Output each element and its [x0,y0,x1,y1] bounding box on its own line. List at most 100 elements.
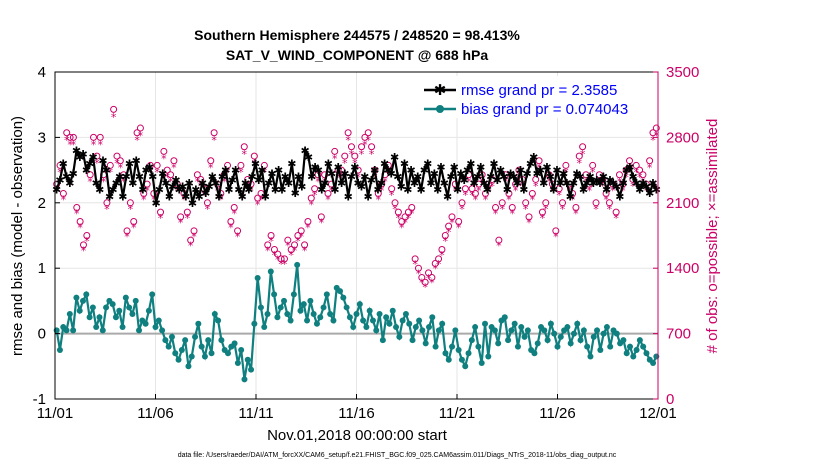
obs-assimilated-point: * [158,212,164,225]
bias-point [432,343,439,350]
obs-possible-point [331,147,339,155]
bias-point [458,356,465,363]
obs-assimilated-point: * [550,185,556,198]
bias-point [185,363,192,370]
rmse-point: ✱ [486,171,495,184]
obs-assimilated-point: * [77,221,83,234]
obs-possible-point [69,133,77,141]
obs-possible-point [264,241,272,249]
obs-assimilated-point: * [493,208,499,221]
chart-title: Southern Hemisphere 244575 / 248520 = 98… [194,27,520,43]
bias-point [356,301,363,308]
rmse-point: ✱ [595,177,604,190]
obs-assimilated-point: * [164,171,170,184]
rmse-point: ✱ [426,177,435,190]
obs-assimilated-point: * [248,185,254,198]
obs-assimilated-point: * [362,139,368,152]
rmse-point: ✱ [622,164,631,177]
obs-possible-point [237,161,245,169]
rmse-point: ✱ [423,158,432,171]
bias-point [564,324,571,331]
rmse-point: ✱ [112,177,121,190]
rmse-point: ✱ [98,154,107,167]
bias-point [224,350,231,357]
rmse-point: ✱ [334,161,343,174]
bias-point [89,304,96,311]
obs-possible-point [260,161,268,169]
obs-possible-point [294,232,302,239]
obs-assimilated-point: * [540,212,546,225]
rmse-point: ✱ [416,184,425,197]
legend-rmse-label: rmse grand pr = 2.3585 [461,82,617,99]
y-axis-right-label: # of obs: o=possible; ×=assimilated [704,119,721,354]
obs-assimilated-point: * [108,166,114,179]
obs-assimilated-point: * [185,212,191,225]
rmse-point: ✱ [350,161,359,174]
bias-point [284,310,291,317]
obs-possible-point [153,161,161,169]
bias-point [340,294,347,301]
obs-assimilated-point: * [121,175,127,188]
x-tick-label: 11/11 [238,405,273,422]
obs-assimilated-point: * [476,185,482,198]
bias-point [238,346,245,353]
x-axis-label: Nov.01,2018 00:00:00 start [267,427,448,444]
obs-possible-point [270,246,278,254]
obs-assimilated-point: * [292,244,298,257]
rmse-point: ✱ [470,177,479,190]
bias-point [416,317,423,324]
obs-possible-point [388,185,396,193]
legend: ✱ rmse grand pr = 2.3585 bias grand pr =… [418,76,654,118]
rmse-point: ✱ [191,184,200,197]
bias-point [613,330,620,337]
rmse-point: ✱ [373,184,382,197]
obs-possible-point [110,105,118,113]
obs-possible-point [632,161,640,169]
bias-point [165,343,172,350]
bias-point [389,307,396,314]
obs-assimilated-point: * [345,134,351,147]
obs-possible-point [589,161,597,169]
obs-assimilated-point: * [114,157,120,170]
bias-point [297,307,304,314]
obs-possible-point [461,185,469,193]
obs-assimilated-point: * [228,221,234,234]
bias-point [577,337,584,344]
bias-point [369,317,376,324]
obs-assimilated-point: * [647,162,653,175]
obs-possible-point [307,194,315,202]
rmse-point: ✱ [105,190,114,203]
rmse-point: ✱ [460,174,469,187]
obs-possible-point [582,171,590,179]
rmse-point: ✱ [138,184,147,197]
obs-assimilated-point: * [556,189,562,202]
x-axis: 11/01 11/06 11/11 11/16 11/21 11/26 12/01 [37,394,677,422]
bias-point [56,346,63,353]
bias-point [584,343,591,350]
bias-point [518,324,525,331]
obs-assimilated-point: * [422,281,428,294]
bias-point [343,304,350,311]
bias-point [501,314,508,321]
y-tick-label-right: 2100 [666,195,699,212]
obs-assimilated-point: * [473,194,479,207]
bias-point [353,310,360,317]
rmse-point: ✱ [330,184,339,197]
obs-assimilated-point: * [265,244,271,257]
obs-possible-point [361,133,369,141]
bias-point [482,320,489,327]
obs-assimilated-point: * [416,267,422,280]
rmse-point: ✱ [102,164,111,177]
obs-possible-point [163,166,171,174]
bias-point [261,324,268,331]
bias-point [636,337,643,344]
obs-assimilated-point: * [359,148,365,161]
rmse-point: ✱ [605,174,614,187]
rmse-point: ✱ [155,184,164,197]
bias-point [188,353,195,360]
obs-possible-point [391,199,399,207]
bias-point [485,353,492,360]
bias-point [643,350,650,357]
rmse-point: ✱ [284,177,293,190]
bias-point [337,288,344,295]
